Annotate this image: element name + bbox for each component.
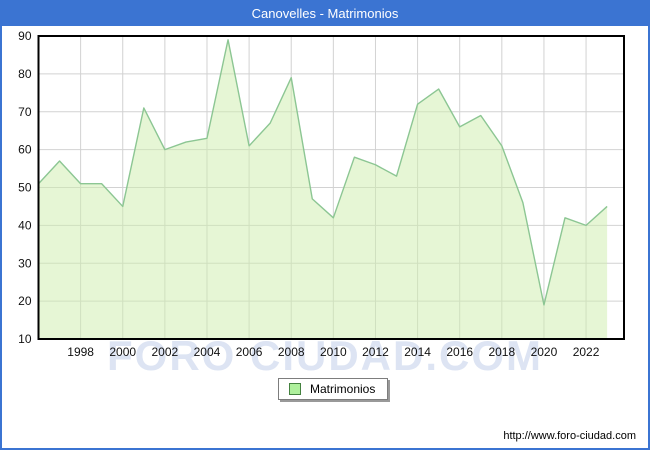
x-tick-label: 2014 — [404, 345, 431, 359]
x-tick-label: 2008 — [278, 345, 305, 359]
footer-url: http://www.foro-ciudad.com — [503, 430, 636, 442]
y-tick-label: 70 — [18, 105, 32, 119]
y-tick-label: 40 — [18, 218, 32, 232]
x-tick-label: 2000 — [109, 345, 136, 359]
x-tick-label: 2016 — [446, 345, 473, 359]
y-tick-label: 50 — [18, 181, 32, 195]
x-tick-label: 2006 — [236, 345, 263, 359]
y-tick-label: 60 — [18, 143, 32, 157]
y-tick-label: 10 — [18, 332, 32, 346]
y-tick-label: 30 — [18, 256, 32, 270]
plot-border — [37, 35, 625, 340]
chart-title: Canovelles - Matrimonios — [2, 2, 648, 26]
x-tick-label: 2010 — [320, 345, 347, 359]
legend-box: Matrimonios — [278, 378, 389, 400]
x-tick-label: 1998 — [67, 345, 94, 359]
legend-swatch-icon — [289, 383, 301, 395]
x-tick-label: 2012 — [362, 345, 389, 359]
x-tick-label: 2018 — [488, 345, 515, 359]
x-tick-label: 2002 — [152, 345, 179, 359]
legend-label: Matrimonios — [310, 382, 376, 396]
area-fill — [38, 39, 608, 339]
y-tick-label: 20 — [18, 294, 32, 308]
x-tick-label: 2022 — [573, 345, 600, 359]
y-tick-label: 80 — [18, 67, 32, 81]
area-outline — [37, 39, 608, 306]
y-tick-label: 90 — [18, 29, 32, 43]
x-tick-label: 2004 — [194, 345, 221, 359]
x-tick-label: 2020 — [531, 345, 558, 359]
